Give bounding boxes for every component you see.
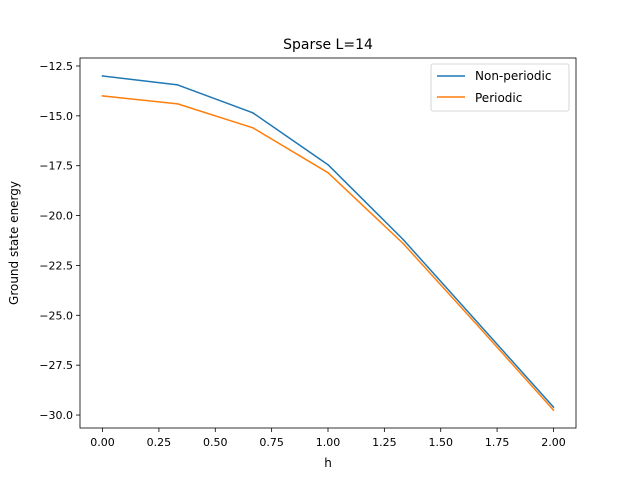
data-point-non-periodic	[402, 238, 404, 241]
data-point-periodic	[402, 242, 404, 245]
data-point-non-periodic	[252, 112, 254, 114]
data-point-non-periodic	[477, 322, 480, 325]
legend-box	[430, 63, 570, 112]
x-tick-label: 1.50	[428, 436, 453, 449]
y-tick-label: −25.0	[39, 309, 73, 322]
data-point-periodic	[252, 127, 254, 129]
data-point-non-periodic	[101, 75, 104, 77]
y-tick-label: −15.0	[39, 110, 73, 123]
x-tick-label: 0.25	[147, 436, 172, 449]
data-point-non-periodic	[176, 84, 179, 86]
y-tick-label: −17.5	[39, 160, 73, 173]
data-point-periodic	[552, 409, 555, 411]
y-tick-label: −12.5	[39, 60, 73, 73]
y-axis-label: Ground state energy	[7, 181, 21, 305]
x-tick-label: 0.00	[90, 436, 115, 449]
x-tick-label: 1.00	[316, 436, 341, 449]
x-tick-label: 1.75	[485, 436, 510, 449]
plot-area	[80, 58, 576, 428]
x-tick-label: 2.00	[541, 436, 566, 449]
y-tick-label: −27.5	[39, 359, 73, 372]
x-tick-label: 0.75	[259, 436, 284, 449]
y-tick-label: −30.0	[39, 409, 73, 422]
x-tick-label: 1.25	[372, 436, 397, 449]
legend-label-non-periodic: Non-periodic	[475, 69, 551, 83]
y-tick-label: −22.5	[39, 259, 73, 272]
y-axis-ticks: −12.5 −15.0 −17.5 −20.0 −22.5 −25.0 −27.5 −30.0	[39, 60, 80, 422]
series-layer	[101, 75, 555, 412]
chart-title: Sparse L=14	[283, 37, 373, 53]
x-axis-ticks: 0.00 0.25 0.50 0.75 1.00 1.25 1.50 1.75 2.00	[90, 428, 566, 449]
y-tick-label: −20.0	[39, 210, 73, 223]
data-point-periodic	[101, 95, 104, 97]
legend: Non-periodic Periodic	[430, 63, 570, 112]
legend-label-periodic: Periodic	[475, 91, 522, 105]
x-axis-label: h	[324, 456, 332, 470]
data-point-periodic	[477, 325, 480, 328]
data-point-non-periodic	[327, 163, 329, 166]
data-point-periodic	[327, 171, 329, 174]
data-point-non-periodic	[552, 406, 555, 408]
data-point-periodic	[176, 103, 179, 105]
x-tick-label: 0.50	[203, 436, 228, 449]
